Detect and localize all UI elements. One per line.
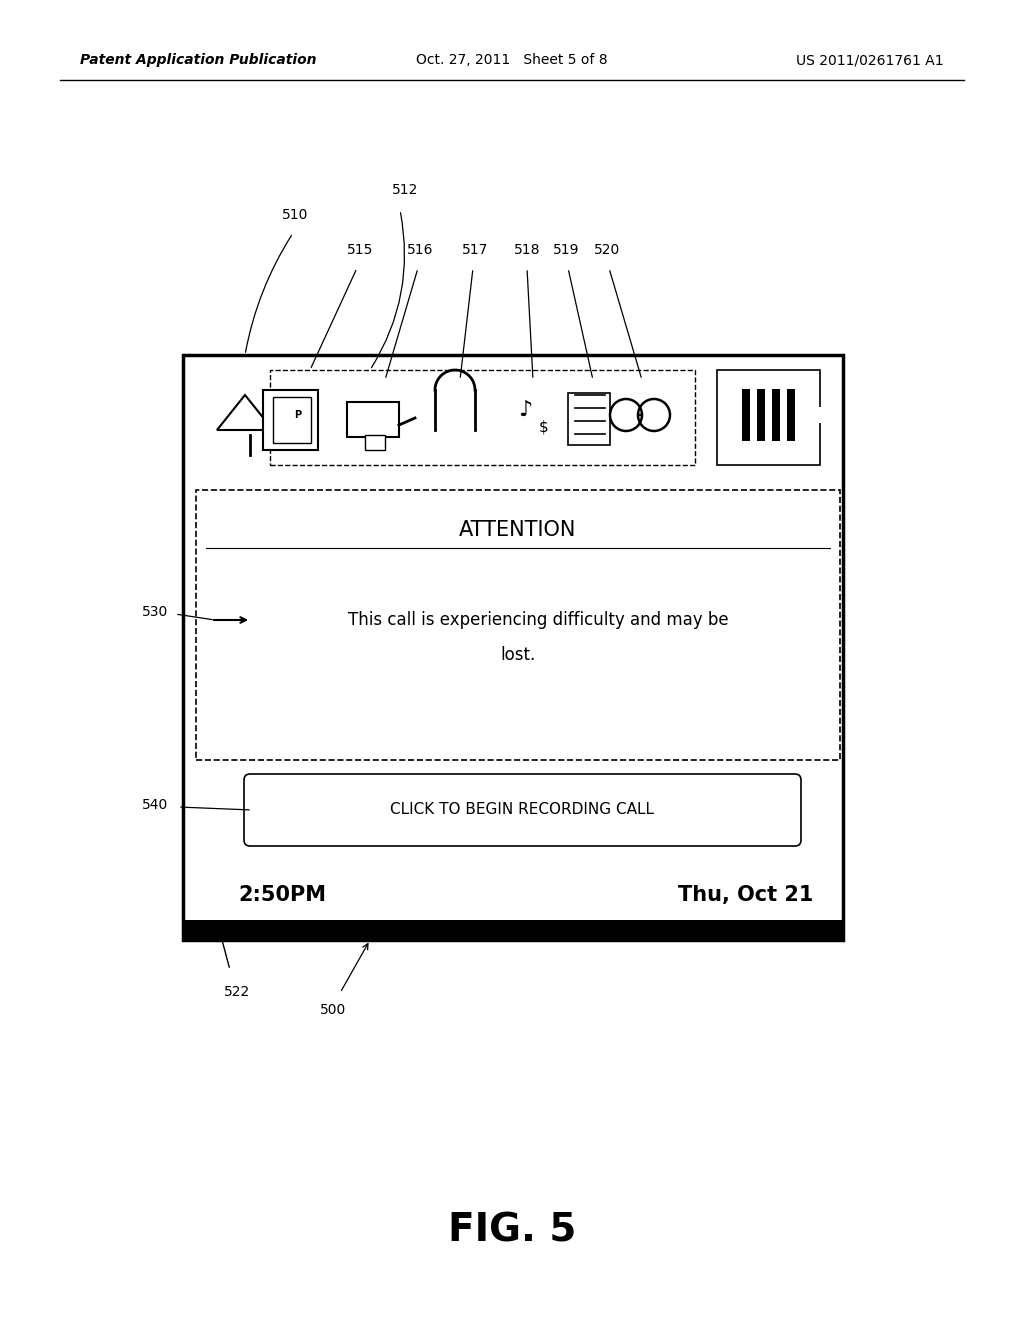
Text: 2:50PM: 2:50PM bbox=[238, 884, 326, 906]
Text: ♪: ♪ bbox=[518, 400, 532, 420]
Bar bbox=[568, 393, 610, 445]
Bar bbox=[786, 389, 795, 441]
Text: 519: 519 bbox=[553, 243, 580, 257]
Bar bbox=[717, 370, 820, 465]
Bar bbox=[273, 397, 311, 444]
Bar bbox=[771, 389, 779, 441]
Bar bbox=[270, 370, 695, 465]
Bar bbox=[818, 407, 824, 422]
Text: 510: 510 bbox=[282, 209, 308, 222]
Text: 520: 520 bbox=[594, 243, 621, 257]
Bar bbox=[347, 403, 399, 437]
Text: 515: 515 bbox=[347, 243, 373, 257]
Bar bbox=[263, 389, 318, 450]
Bar bbox=[196, 490, 840, 760]
Text: 518: 518 bbox=[514, 243, 541, 257]
Bar bbox=[183, 355, 843, 940]
Text: 517: 517 bbox=[462, 243, 488, 257]
Text: FIG. 5: FIG. 5 bbox=[447, 1210, 577, 1249]
Text: US 2011/0261761 A1: US 2011/0261761 A1 bbox=[797, 53, 944, 67]
Text: ATTENTION: ATTENTION bbox=[460, 520, 577, 540]
Text: 516: 516 bbox=[407, 243, 433, 257]
Bar bbox=[183, 920, 843, 940]
Text: CLICK TO BEGIN RECORDING CALL: CLICK TO BEGIN RECORDING CALL bbox=[390, 803, 654, 817]
FancyBboxPatch shape bbox=[244, 774, 801, 846]
Text: Oct. 27, 2011   Sheet 5 of 8: Oct. 27, 2011 Sheet 5 of 8 bbox=[416, 53, 608, 67]
Text: 512: 512 bbox=[392, 183, 418, 197]
Text: $: $ bbox=[539, 420, 549, 434]
Text: 540: 540 bbox=[142, 799, 168, 812]
Text: lost.: lost. bbox=[501, 645, 536, 664]
Text: 500: 500 bbox=[319, 1003, 346, 1016]
Bar bbox=[365, 436, 385, 450]
Text: 530: 530 bbox=[142, 605, 168, 619]
Text: P: P bbox=[295, 411, 301, 420]
Bar bbox=[741, 389, 750, 441]
Text: Patent Application Publication: Patent Application Publication bbox=[80, 53, 316, 67]
Bar bbox=[757, 389, 765, 441]
Text: This call is experiencing difficulty and may be: This call is experiencing difficulty and… bbox=[348, 611, 728, 630]
Text: 522: 522 bbox=[224, 985, 250, 999]
Text: Thu, Oct 21: Thu, Oct 21 bbox=[678, 884, 813, 906]
